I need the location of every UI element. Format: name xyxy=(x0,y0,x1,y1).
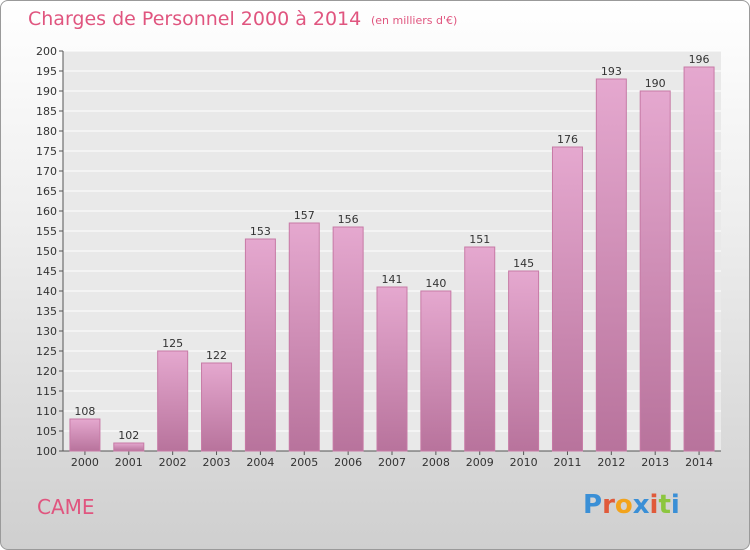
x-tick-label: 2007 xyxy=(378,456,406,469)
y-tick-label: 195 xyxy=(36,65,57,78)
x-tick-label: 2013 xyxy=(641,456,669,469)
data-label-2012: 193 xyxy=(601,65,622,78)
data-label-2004: 153 xyxy=(250,225,271,238)
bar-2007 xyxy=(376,286,408,452)
y-tick-label: 155 xyxy=(36,225,57,238)
y-tick-label: 165 xyxy=(36,185,57,198)
data-label-2003: 122 xyxy=(206,349,227,362)
bar-2009 xyxy=(464,246,496,452)
y-tick-label: 115 xyxy=(36,385,57,398)
data-label-2006: 156 xyxy=(338,213,359,226)
label-layer: 108 102 125 122 153 157 156 141 140 151 145 176 193 1… xyxy=(74,53,709,442)
logo-letter: r xyxy=(602,490,615,520)
data-label-2014: 196 xyxy=(689,53,710,66)
y-tick-label: 160 xyxy=(36,205,57,218)
x-tick-label: 2011 xyxy=(553,456,581,469)
x-tick-label: 2010 xyxy=(510,456,538,469)
data-label-2001: 102 xyxy=(118,429,139,442)
proxiti-logo: Proxiti xyxy=(583,490,680,520)
bar-2011 xyxy=(551,146,583,452)
data-label-2007: 141 xyxy=(382,273,403,286)
bar-2008 xyxy=(420,290,452,452)
y-tick-label: 105 xyxy=(36,425,57,438)
bar-2002 xyxy=(157,350,189,452)
commune-name: CAME xyxy=(37,495,95,519)
x-tick-label: 2014 xyxy=(685,456,713,469)
y-tick-label: 150 xyxy=(36,245,57,258)
x-tick-label: 2008 xyxy=(422,456,450,469)
x-tick-label: 2002 xyxy=(159,456,187,469)
bar-2014 xyxy=(683,66,715,452)
logo-letter: t xyxy=(658,490,671,520)
bar-2000 xyxy=(69,418,101,452)
x-tick-label: 2000 xyxy=(71,456,99,469)
y-tick-label: 100 xyxy=(36,445,57,458)
x-tick-label: 2001 xyxy=(115,456,143,469)
data-label-2008: 140 xyxy=(425,277,446,290)
data-label-2002: 125 xyxy=(162,337,183,350)
data-label-2010: 145 xyxy=(513,257,534,270)
y-tick-label: 130 xyxy=(36,325,57,338)
logo-letter: o xyxy=(614,490,633,520)
chart-title: Charges de Personnel 2000 à 2014 xyxy=(28,8,362,30)
y-tick-label: 145 xyxy=(36,265,57,278)
data-label-2009: 151 xyxy=(469,233,490,246)
bar-2001 xyxy=(113,442,145,452)
logo-letter: i xyxy=(670,490,680,520)
logo-letter: P xyxy=(583,490,603,520)
y-tick-label: 125 xyxy=(36,345,57,358)
data-label-2011: 176 xyxy=(557,133,578,146)
x-tick-label: 2004 xyxy=(246,456,274,469)
logo-letter: x xyxy=(632,490,650,520)
bar-2003 xyxy=(201,362,233,452)
bar-2004 xyxy=(244,238,276,452)
bar-2006 xyxy=(332,226,364,452)
y-tick-label: 120 xyxy=(36,365,57,378)
bar-2005 xyxy=(288,222,320,452)
y-tick-label: 190 xyxy=(36,85,57,98)
y-tick-label: 200 xyxy=(36,45,57,58)
axis-layer: 100 105 110 115 120 125 130 135 140 145 150 155 160 1… xyxy=(36,45,721,469)
x-tick-label: 2009 xyxy=(466,456,494,469)
data-label-2005: 157 xyxy=(294,209,315,222)
x-tick-label: 2005 xyxy=(290,456,318,469)
y-tick-label: 135 xyxy=(36,305,57,318)
logo-letter: i xyxy=(649,490,659,520)
bar-layer xyxy=(69,66,715,452)
bar-2013 xyxy=(639,90,671,452)
chart-subtitle: (en milliers d'€) xyxy=(371,14,458,27)
bar-2010 xyxy=(508,270,540,452)
x-tick-label: 2006 xyxy=(334,456,362,469)
y-tick-label: 180 xyxy=(36,125,57,138)
x-tick-label: 2003 xyxy=(203,456,231,469)
bar-2012 xyxy=(595,78,627,452)
y-tick-label: 170 xyxy=(36,165,57,178)
y-tick-label: 175 xyxy=(36,145,57,158)
y-tick-label: 140 xyxy=(36,285,57,298)
data-label-2013: 190 xyxy=(645,77,666,90)
y-tick-label: 110 xyxy=(36,405,57,418)
x-tick-label: 2012 xyxy=(597,456,625,469)
data-label-2000: 108 xyxy=(74,405,95,418)
y-tick-label: 185 xyxy=(36,105,57,118)
